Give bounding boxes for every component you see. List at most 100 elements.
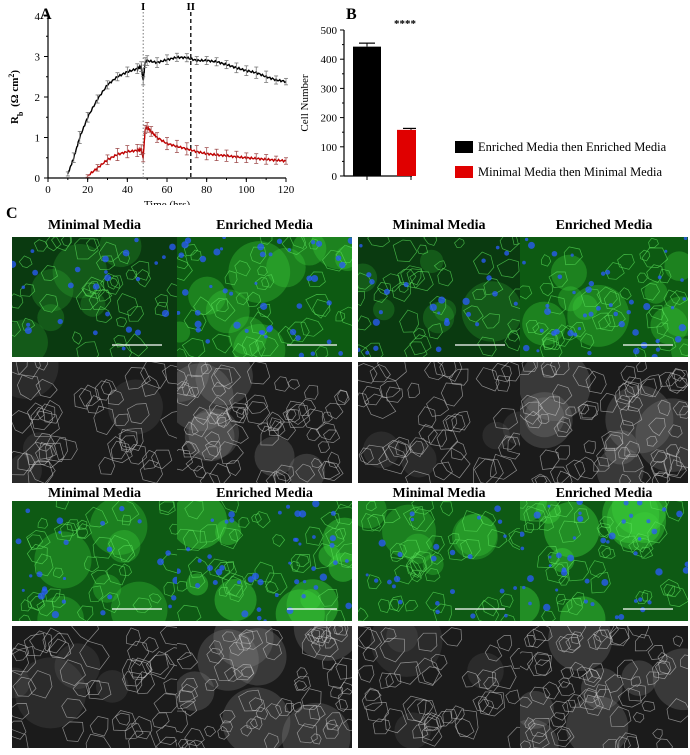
error-bar (85, 111, 90, 123)
error-bar (194, 56, 199, 65)
y-tick-label: 4 (35, 11, 41, 23)
fluorescence-micrograph (358, 501, 520, 621)
significance-label: **** (394, 18, 416, 30)
error-bar (224, 60, 229, 70)
y-tick-label: 500 (321, 25, 338, 37)
bar (353, 46, 381, 177)
error-bar (234, 150, 239, 164)
error-bar (165, 54, 169, 65)
error-bar (234, 62, 239, 74)
x-tick-label: 0 (45, 184, 51, 196)
x-tick-label: 100 (238, 184, 255, 196)
label-enriched-media: Enriched Media (555, 218, 653, 233)
error-bar (244, 152, 249, 164)
legend: Enriched Media then Enriched Media Minim… (455, 136, 690, 183)
error-bar (284, 157, 288, 165)
panel-c-letter: C (6, 205, 18, 222)
label-minimal-media: Minimal Media (48, 218, 141, 233)
y-axis-label: Rb (Ω cm2) (7, 70, 25, 124)
x-tick-label: 120 (278, 184, 295, 196)
fluorescence-micrograph (358, 237, 520, 357)
error-bar (149, 126, 154, 137)
error-bar (284, 77, 288, 86)
legend-entry: Enriched Media then Enriched Media (455, 136, 690, 158)
error-bar (77, 131, 82, 144)
label-minimal-media: Minimal Media (392, 486, 486, 501)
error-bar (71, 152, 76, 164)
error-bar (254, 153, 259, 164)
error-bar (145, 55, 150, 66)
error-bar (125, 66, 130, 78)
error-bar (95, 94, 100, 104)
error-bar (65, 171, 70, 177)
error-bar (254, 66, 259, 79)
error-bar (85, 174, 90, 178)
y-tick-label: 1 (35, 133, 41, 145)
y-tick-label: 3 (35, 52, 41, 64)
legend-label: Enriched Media then Enriched Media (478, 139, 667, 154)
error-bar (145, 122, 150, 133)
error-bar (139, 61, 144, 72)
label-minimal-media: Minimal Media (392, 218, 486, 233)
error-bar (194, 145, 199, 159)
error-bar (224, 149, 229, 162)
error-bar (204, 147, 209, 161)
error-bar (214, 148, 219, 161)
y-tick-label: 0 (35, 173, 41, 185)
error-bar (143, 57, 148, 68)
legend-label: Minimal Media then Minimal Media (478, 164, 662, 179)
error-bar (174, 52, 179, 62)
error-bar (115, 148, 120, 161)
y-tick-label: 0 (332, 171, 338, 183)
error-bar (264, 154, 269, 165)
grayscale-micrograph (520, 626, 688, 748)
error-bar (141, 76, 146, 86)
label-enriched-media: Enriched Media (216, 486, 313, 501)
grayscale-micrograph (12, 626, 177, 748)
grayscale-micrograph (358, 626, 520, 748)
error-bar (135, 63, 140, 74)
error-bar (105, 154, 110, 166)
series-line (67, 55, 287, 175)
x-tick-label: 20 (82, 184, 94, 196)
error-bar (155, 132, 160, 143)
x-axis-label: Time (hrs) (144, 199, 191, 205)
error-bar (141, 153, 146, 163)
cell-number-bar-chart: 0 100 200 300 400 500 Cell Number **** (299, 18, 416, 183)
x-tick-label: 80 (201, 184, 213, 196)
y-tick-label: 200 (321, 113, 338, 125)
legend-swatch (455, 141, 473, 153)
error-bar (204, 56, 209, 65)
label-enriched-media: Enriched Media (216, 218, 313, 233)
error-bar (214, 57, 219, 67)
error-bar (274, 75, 279, 85)
x-tick-label: 60 (162, 184, 174, 196)
y-tick-label: 400 (321, 54, 338, 66)
label-minimal-media: Minimal Media (48, 486, 141, 501)
marker-label: II (187, 1, 196, 13)
error-bar (105, 80, 110, 90)
fluorescence-micrograph (12, 237, 177, 357)
panel-b-letter: B (346, 6, 357, 23)
error-bar (184, 53, 189, 63)
label-enriched-media: Enriched Media (555, 486, 653, 501)
y-tick-label: 300 (321, 83, 338, 95)
fluorescence-micrograph (12, 501, 177, 621)
grayscale-micrograph (520, 362, 688, 483)
fluorescence-micrograph (520, 237, 688, 357)
grayscale-micrograph (177, 362, 352, 483)
error-bar (125, 145, 130, 159)
resistance-line-chart: 0 20 40 60 80 100 120 0 1 2 3 4 Time (hrs) Rb (Ω cm2)… (7, 1, 295, 205)
grayscale-micrograph (358, 362, 520, 483)
error-bar (274, 155, 279, 165)
marker-label: I (141, 1, 145, 13)
error-bar (165, 137, 169, 151)
grayscale-micrograph (177, 626, 352, 748)
legend-swatch (455, 166, 473, 178)
y-tick-label: 2 (35, 92, 41, 104)
y-tick-label: 100 (321, 142, 338, 154)
error-bar (95, 164, 100, 172)
bar (397, 129, 416, 176)
y-axis-label: Cell Number (299, 74, 311, 131)
fluorescence-micrograph (520, 501, 688, 621)
